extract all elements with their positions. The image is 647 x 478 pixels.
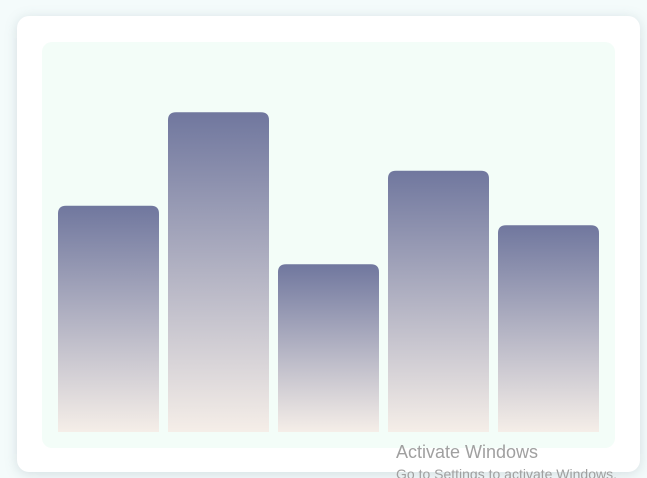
bar [388, 170, 489, 432]
bar [498, 225, 599, 432]
bar [168, 112, 269, 432]
watermark-subtitle: Go to Settings to activate Windows. [396, 466, 617, 478]
bar [58, 205, 159, 432]
watermark-title: Activate Windows [396, 442, 539, 462]
bar [278, 264, 379, 432]
